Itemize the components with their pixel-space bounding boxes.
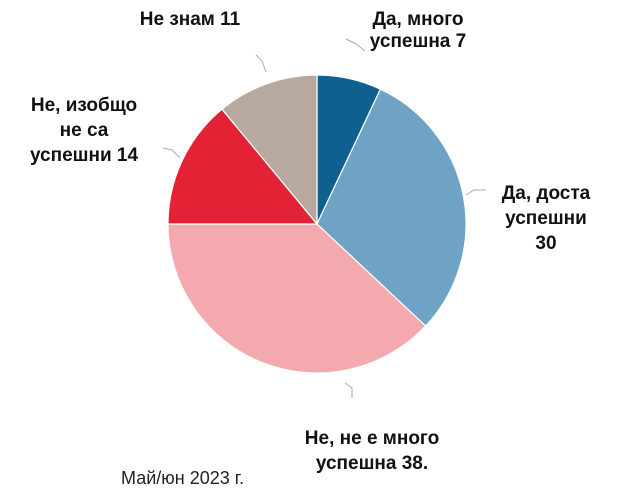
slice-label-1-line-0: Да, доста (502, 183, 591, 204)
slice-label-2-line-1: успешна 38. (316, 453, 428, 474)
slice-label-4-line-0: Не знам 11 (140, 9, 241, 30)
slice-label-3: Не, изобщо не са успешни 14 (30, 95, 139, 166)
slice-label-1: Да, доста успешни 30 (502, 183, 591, 254)
slice-label-1-line-1: успешни (505, 208, 587, 229)
slice-label-1-line-2: 30 (535, 233, 556, 254)
slice-label-2: Не, не е много успешна 38. (305, 428, 439, 474)
slice-label-3-line-2: успешни 14 (30, 145, 139, 166)
pie-slices (167, 74, 467, 374)
leader-line-0 (345, 38, 366, 52)
pie-slice-4 (221, 74, 318, 226)
slice-label-3-line-0: Не, изобщо (31, 95, 137, 116)
slice-labels: Да, много успешна 7 Да, доста успешни 30 Не, … (30, 9, 591, 474)
slice-label-4: Не знам 11 (140, 9, 241, 30)
slice-label-0-line-1: успешна 7 (370, 31, 466, 52)
pie-slice-1 (316, 88, 467, 327)
leader-line-4 (255, 54, 267, 73)
leader-line-2 (344, 382, 353, 398)
pie-slice-3 (167, 108, 319, 225)
leader-line-3 (162, 147, 181, 159)
slice-label-0: Да, много успешна 7 (370, 9, 466, 52)
leader-lines (162, 38, 486, 398)
slice-label-3-line-1: не са (60, 120, 109, 141)
chart-caption: Май/юн 2023 г. (121, 468, 244, 488)
leader-line-1 (465, 189, 486, 196)
slice-label-2-line-0: Не, не е много (305, 428, 439, 449)
slice-label-0-line-0: Да, много (372, 9, 463, 30)
pie-slice-2 (167, 223, 427, 374)
